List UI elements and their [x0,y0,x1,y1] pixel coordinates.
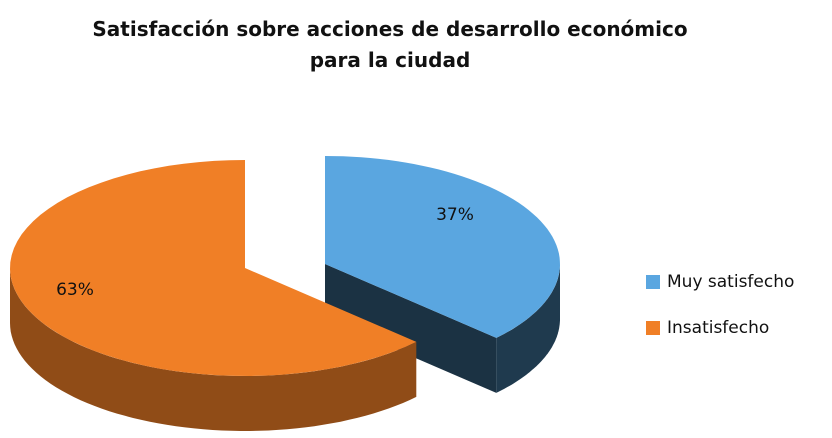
slice-wall [10,268,417,431]
chart-title: Satisfacción sobre acciones de desarroll… [92,17,688,72]
slice [325,156,560,338]
legend-swatch [646,321,660,335]
slice-wall [496,264,560,393]
slice-side [325,264,497,393]
data-label: 37% [436,205,474,225]
legend-swatch [646,275,660,289]
slice [10,160,417,376]
legend-label: Muy satisfecho [667,272,794,292]
data-label: 63% [56,280,94,300]
legend-label: Insatisfecho [667,318,769,338]
